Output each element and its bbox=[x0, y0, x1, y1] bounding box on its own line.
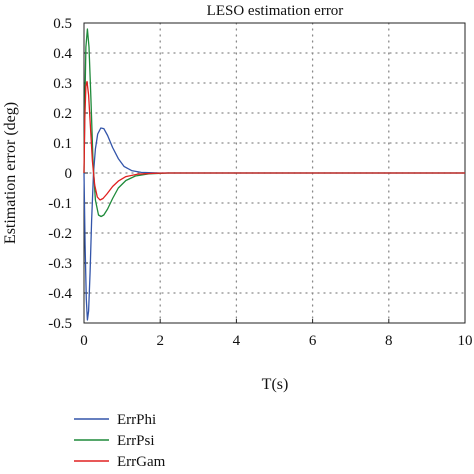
y-tick-label: -0.2 bbox=[48, 226, 72, 242]
x-tick-label: 6 bbox=[309, 333, 317, 349]
x-axis-label: T(s) bbox=[262, 376, 289, 393]
series-lines bbox=[83, 28, 465, 321]
x-tick-label: 4 bbox=[233, 333, 241, 349]
y-tick-label: -0.3 bbox=[48, 256, 72, 272]
legend: ErrPhi ErrPsi ErrGam bbox=[74, 412, 166, 470]
y-tick-label: 0.1 bbox=[53, 136, 72, 152]
x-tick-label: 8 bbox=[385, 333, 393, 349]
axis-ticks: 0 2 4 6 8 10 0.5 0.4 0.3 0.2 0.1 0 -0.1 -0.2 -0.3 -0.4 -… bbox=[48, 16, 472, 349]
y-tick-label: -0.4 bbox=[48, 286, 72, 302]
series-line-errphi bbox=[83, 127, 465, 321]
chart-title: LESO estimation error bbox=[207, 3, 344, 19]
y-tick-label: -0.5 bbox=[48, 316, 72, 332]
x-tick-label: 2 bbox=[156, 333, 164, 349]
legend-label-errphi: ErrPhi bbox=[117, 412, 156, 428]
series-line-errgam bbox=[83, 80, 465, 201]
y-tick-label: -0.1 bbox=[48, 196, 72, 212]
series-line-errpsi bbox=[83, 28, 465, 218]
legend-label-errpsi: ErrPsi bbox=[117, 433, 155, 449]
y-tick-label: 0.5 bbox=[53, 16, 72, 32]
y-tick-label: 0 bbox=[65, 166, 73, 182]
x-tick-label: 0 bbox=[80, 333, 88, 349]
x-tick-label: 10 bbox=[458, 333, 473, 349]
y-tick-label: 0.3 bbox=[53, 76, 72, 92]
y-tick-label: 0.4 bbox=[53, 46, 72, 62]
y-tick-label: 0.2 bbox=[53, 106, 72, 122]
y-axis-label: Estimation error (deg) bbox=[2, 102, 19, 244]
legend-label-errgam: ErrGam bbox=[117, 454, 166, 470]
